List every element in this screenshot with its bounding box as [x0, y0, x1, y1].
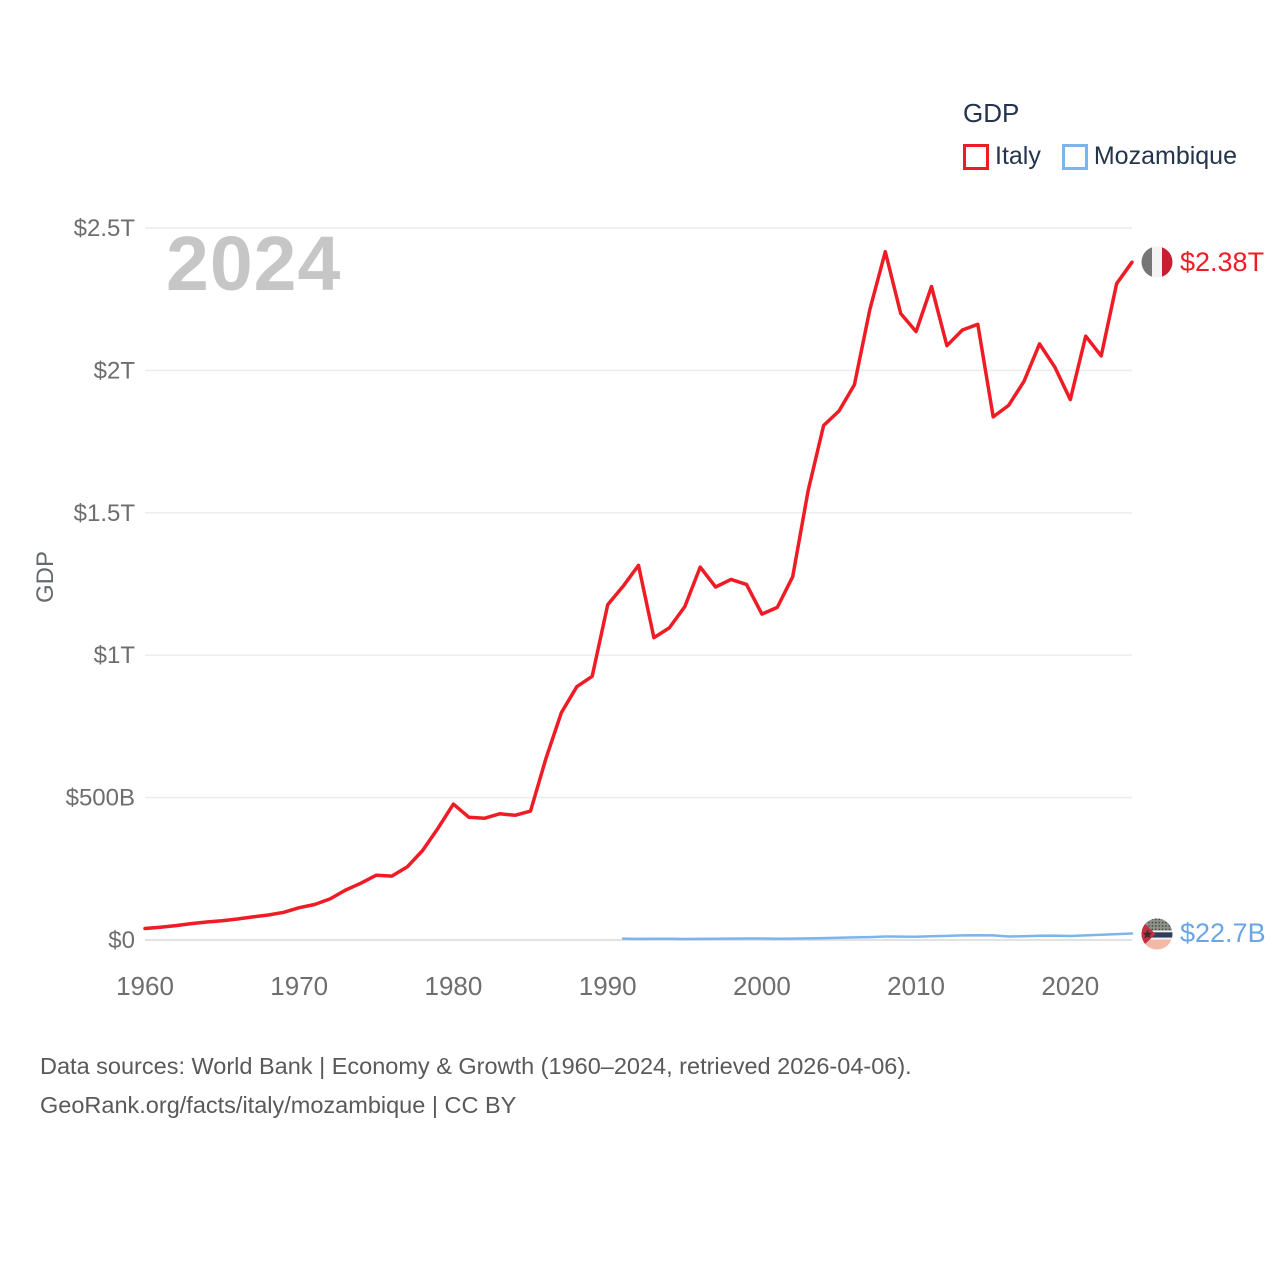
- x-tick-label: 2000: [733, 971, 791, 1001]
- year-watermark: 2024: [166, 221, 342, 307]
- legend-item-mozambique[interactable]: Mozambique: [1061, 142, 1237, 171]
- x-tick-label: 1970: [270, 971, 328, 1001]
- italy-end-value: $2.38T: [1180, 246, 1265, 277]
- chart-legend: GDP Italy Mozambique: [963, 98, 1237, 171]
- mozambique-flag-icon: [1141, 918, 1173, 950]
- x-tick-label: 2020: [1041, 971, 1099, 1001]
- italy-series-swatch: [963, 143, 989, 170]
- legend-item-label-italy: Italy: [995, 142, 1041, 170]
- legend-item-label-mozambique: Mozambique: [1093, 142, 1237, 170]
- gdp-line-chart: $0 $500B $1T $1.5T $2T $2.5T 1960 1970 1980 1990 2…: [66, 215, 1134, 1001]
- y-tick-label: $1.5T: [74, 500, 136, 527]
- legend-items: Italy Mozambique: [963, 142, 1237, 171]
- mozambique-series-line[interactable]: [621, 932, 1134, 941]
- mozambique-end-label: $22.7B: [1141, 917, 1266, 951]
- footer-sources: Data sources: World Bank | Economy & Gro…: [40, 1053, 912, 1079]
- x-tick-label: 2010: [887, 971, 945, 1001]
- x-tick-label: 1960: [116, 971, 174, 1001]
- mozambique-series-swatch: [1061, 143, 1088, 170]
- footer: Data sources: World Bank | Economy & Gro…: [40, 1047, 912, 1125]
- x-tick-label: 1980: [425, 971, 483, 1001]
- footer-attribution: GeoRank.org/facts/italy/mozambique | CC …: [40, 1092, 517, 1118]
- y-tick-label: $2T: [94, 357, 136, 384]
- italy-end-label: $2.38T: [1141, 245, 1264, 279]
- y-tick-label: $0: [108, 927, 135, 954]
- legend-title: GDP: [963, 98, 1020, 128]
- x-tick-label: 1990: [579, 971, 637, 1001]
- y-tick-label: $1T: [94, 642, 136, 669]
- italy-series-line[interactable]: [143, 249, 1134, 931]
- y-tick-label: $500B: [66, 785, 135, 812]
- italy-flag-icon: [1141, 246, 1173, 278]
- mozambique-end-value: $22.7B: [1180, 918, 1266, 949]
- legend-item-italy[interactable]: Italy: [963, 142, 1041, 171]
- y-tick-label: $2.5T: [74, 215, 136, 242]
